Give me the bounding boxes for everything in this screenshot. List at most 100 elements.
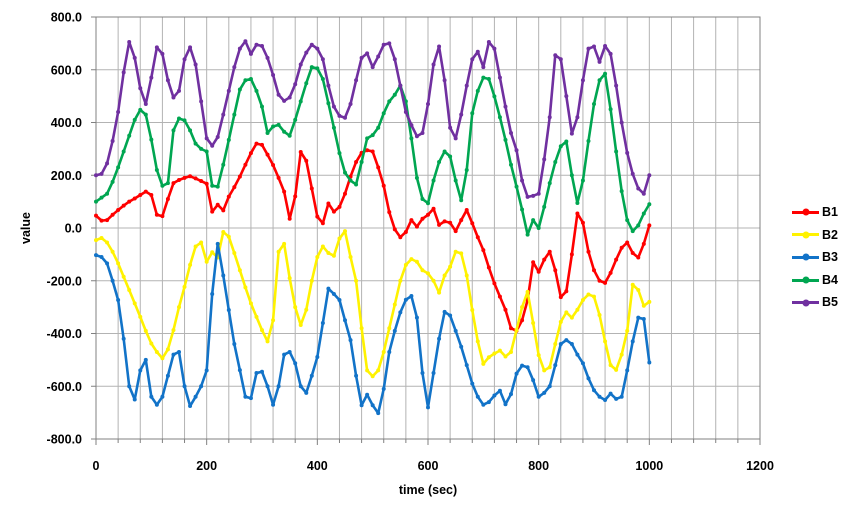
series-marker-B1 <box>138 193 143 198</box>
series-marker-B4 <box>121 149 126 154</box>
series-marker-B4 <box>154 167 159 172</box>
series-marker-B4 <box>276 122 281 127</box>
series-marker-B1 <box>199 179 204 184</box>
series-marker-B3 <box>348 338 353 343</box>
series-marker-B3 <box>282 352 287 357</box>
series-marker-B1 <box>182 175 187 180</box>
series-marker-B2 <box>553 342 558 347</box>
series-marker-B2 <box>221 229 226 234</box>
series-marker-B4 <box>320 76 325 81</box>
series-marker-B3 <box>110 278 115 283</box>
series-marker-B3 <box>154 402 159 407</box>
series-marker-B3 <box>437 336 442 341</box>
data-series <box>94 39 652 416</box>
series-marker-B5 <box>116 109 121 114</box>
series-marker-B4 <box>171 128 176 133</box>
series-marker-B2 <box>365 368 370 373</box>
series-marker-B4 <box>343 170 347 175</box>
series-marker-B5 <box>636 186 641 191</box>
series-marker-B1 <box>586 249 591 254</box>
series-marker-B1 <box>481 248 486 253</box>
series-marker-B4 <box>381 111 386 116</box>
series-marker-B4 <box>459 198 464 203</box>
series-marker-B4 <box>464 167 469 172</box>
series-marker-B5 <box>481 65 486 70</box>
series-marker-B3 <box>647 360 652 365</box>
series-marker-B1 <box>542 257 547 262</box>
legend-line-swatch-b1 <box>792 208 819 216</box>
series-marker-B5 <box>282 98 287 103</box>
series-marker-B2 <box>442 273 447 278</box>
x-axis-tick-label: 0 <box>93 459 100 473</box>
series-marker-B5 <box>127 40 132 45</box>
series-marker-B5 <box>143 102 148 107</box>
series-marker-B5 <box>592 44 596 49</box>
series-marker-B5 <box>138 86 143 91</box>
series-marker-B1 <box>448 220 453 225</box>
series-marker-B2 <box>392 302 397 307</box>
series-marker-B4 <box>232 112 237 117</box>
series-marker-B3 <box>199 384 204 389</box>
legend-marker-dot-b2 <box>802 231 809 239</box>
series-marker-B2 <box>149 341 154 346</box>
series-marker-B1 <box>636 255 641 260</box>
series-marker-B3 <box>138 368 143 373</box>
series-marker-B3 <box>586 376 591 381</box>
series-marker-B5 <box>188 45 193 50</box>
axis-tick-labels: 0 200 400 600 800 1000 1200 800.0 600.0 400.0 200.… <box>47 11 774 474</box>
series-marker-B2 <box>121 274 126 279</box>
series-marker-B3 <box>569 342 574 347</box>
series-marker-B3 <box>359 403 364 408</box>
series-marker-B5 <box>226 88 231 93</box>
series-marker-B2 <box>243 285 248 290</box>
series-marker-B2 <box>558 319 563 324</box>
series-marker-B3 <box>143 357 148 362</box>
series-marker-B1 <box>614 257 619 262</box>
series-marker-B2 <box>575 307 580 312</box>
series-marker-B1 <box>260 142 264 147</box>
series-marker-B5 <box>370 65 375 70</box>
series-marker-B1 <box>143 189 148 194</box>
series-marker-B3 <box>221 273 226 278</box>
series-marker-B3 <box>603 397 608 402</box>
series-marker-B3 <box>265 384 270 389</box>
series-marker-B1 <box>298 150 303 155</box>
series-marker-B2 <box>354 278 359 283</box>
series-marker-B3 <box>464 363 469 368</box>
series-marker-B3 <box>486 400 491 405</box>
series-marker-B5 <box>171 95 176 100</box>
series-marker-B3 <box>182 384 187 389</box>
series-marker-B2 <box>409 257 414 262</box>
series-marker-B5 <box>647 173 652 178</box>
series-marker-B4 <box>282 129 287 134</box>
series-marker-B4 <box>182 118 187 123</box>
series-marker-B5 <box>243 39 248 44</box>
legend-label-b4: B4 <box>822 272 838 287</box>
series-marker-B5 <box>160 51 165 56</box>
series-marker-B3 <box>641 316 646 321</box>
series-marker-B5 <box>376 54 381 59</box>
series-marker-B1 <box>188 174 193 179</box>
series-marker-B5 <box>426 102 430 107</box>
series-marker-B3 <box>575 352 580 357</box>
series-marker-B2 <box>514 328 519 333</box>
series-marker-B1 <box>464 208 469 213</box>
series-marker-B1 <box>271 162 276 167</box>
series-marker-B4 <box>647 202 652 207</box>
x-axis-tick-label: 600 <box>418 459 439 473</box>
x-axis-title: time (sec) <box>399 483 457 497</box>
series-marker-B2 <box>503 354 508 359</box>
y-axis-tick-label: -400.0 <box>47 327 82 341</box>
series-marker-B3 <box>188 404 193 409</box>
series-marker-B3 <box>420 371 425 376</box>
series-marker-B2 <box>542 368 547 373</box>
series-marker-B3 <box>276 384 281 389</box>
series-marker-B5 <box>497 75 502 80</box>
series-marker-B3 <box>160 394 165 399</box>
x-axis-tick-label: 400 <box>307 459 328 473</box>
series-marker-B3 <box>99 255 104 260</box>
series-marker-B5 <box>641 191 646 196</box>
legend-entry-b4: B4 <box>792 269 838 292</box>
series-marker-B3 <box>625 368 630 373</box>
series-marker-B5 <box>132 55 137 60</box>
